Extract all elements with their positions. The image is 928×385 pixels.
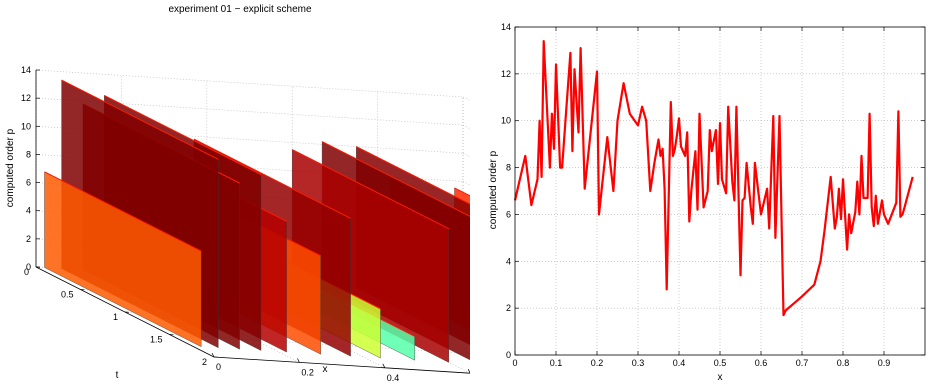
surface-slice-edge [104, 94, 262, 176]
line-ytick-label: 8 [506, 163, 511, 173]
line-xtick-label: 0.9 [878, 358, 891, 368]
line-ytick-label: 4 [506, 256, 511, 266]
line-xtick-label: 0 [512, 358, 517, 368]
surface-ztick-label: 10 [21, 121, 31, 131]
surface-slice [44, 171, 202, 348]
line-axes: 0 0.1 0.2 0.3 0.4 0.5 0.6 0.7 0.8 0.9 0 2 4 6 8 10 12 14 [501, 22, 926, 368]
surface-ttick-label: 2 [202, 357, 207, 367]
line-xtick-label: 0.1 [550, 358, 563, 368]
line-ylabel: computed order p [488, 150, 499, 229]
line-grid [515, 27, 925, 355]
surface-backwall-grid [35, 97, 464, 126]
surface-ztick-label: 2 [26, 234, 31, 244]
line-ytick-label: 2 [506, 303, 511, 313]
line-xtick-label: 0.5 [714, 358, 727, 368]
surface-ztick-label: 12 [21, 93, 31, 103]
surface-ttick-label: 0 [24, 267, 29, 277]
line-xtick-label: 0.8 [837, 358, 850, 368]
line-ytick-label: 10 [501, 116, 511, 126]
surface-slices [44, 79, 470, 363]
surface-ttick-label: 1.5 [150, 335, 163, 345]
surface-plot-3d: experiment 01 − explicit scheme 02468101… [5, 4, 470, 383]
surface-xtick [382, 363, 386, 368]
surface-slice-edge [356, 146, 470, 205]
line-xtick-label: 0.3 [632, 358, 645, 368]
line-series [513, 39, 914, 317]
surface-ttick-label: 1 [113, 312, 118, 322]
surface-ztick-label: 6 [26, 178, 31, 188]
surface-xtick [467, 369, 470, 374]
line-xtick-label: 0.6 [755, 358, 768, 368]
surface-slice-edge [321, 141, 470, 217]
surface-ylabel: t [116, 370, 119, 381]
surface-xtick-label: 0 [216, 362, 221, 372]
line-plot-frame [514, 26, 926, 356]
line-xtick-label: 0.7 [796, 358, 809, 368]
surface-ztick-label: 14 [21, 65, 31, 75]
line-xtick-label: 0.4 [673, 358, 686, 368]
line-ytick-label: 6 [506, 209, 511, 219]
surface-xaxis [213, 356, 470, 374]
surface-ztick-label: 8 [26, 149, 31, 159]
line-series-path [513, 39, 914, 317]
line-ytick-label: 0 [506, 350, 511, 360]
surface-xtick [297, 358, 300, 363]
surface-slice-edge [44, 171, 202, 252]
surface-floor-grid [169, 334, 470, 354]
surface-xtick-label: 0.4 [387, 373, 400, 383]
surface-zlabel: computed order p [5, 128, 16, 207]
line-ytick-label: 12 [501, 69, 511, 79]
surface-slice-edge [61, 79, 219, 160]
surface-xlabel: x [323, 364, 328, 375]
surface-xtick [211, 352, 215, 358]
surface-slice-edge [193, 138, 351, 219]
surface-ztick-label: 4 [26, 206, 31, 216]
line-ytick-label: 14 [501, 22, 511, 32]
surface-backwall-grid [35, 69, 464, 98]
line-xtick-label: 0.2 [591, 358, 604, 368]
surface-title: experiment 01 − explicit scheme [168, 4, 312, 15]
surface-slice-edge [291, 149, 450, 230]
surface-xtick-label: 0.2 [301, 367, 314, 377]
surface-sidewall-grid [462, 96, 470, 101]
surface-ztick-label: 0 [26, 262, 31, 272]
line-xlabel: x [718, 372, 723, 383]
surface-ttick-label: 0.5 [61, 290, 74, 300]
surface-backwall-grid [35, 125, 464, 154]
